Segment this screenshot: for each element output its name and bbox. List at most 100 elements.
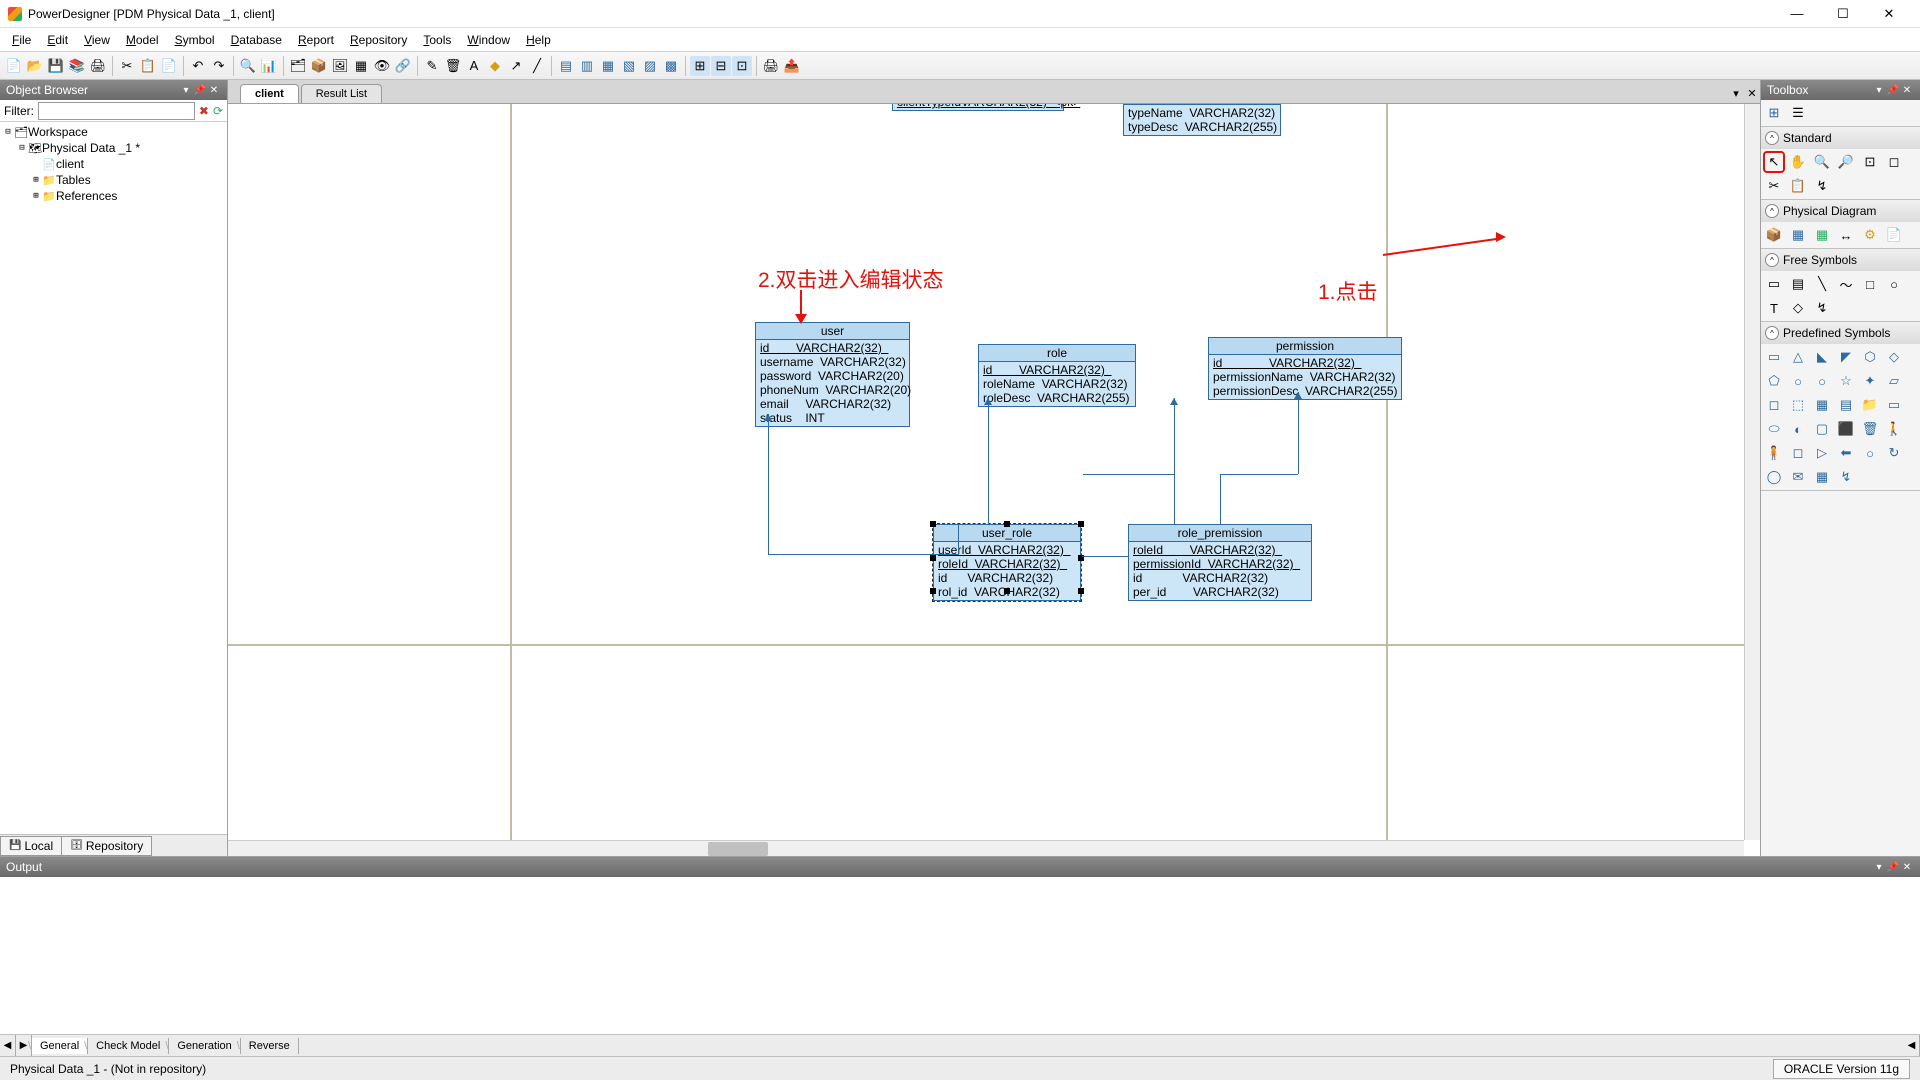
section-free[interactable]: ^Free Symbols: [1761, 249, 1920, 271]
entity-role_premission[interactable]: role_premissionroleId VARCHAR2(32) permi…: [1128, 524, 1312, 601]
polyline-tool-icon[interactable]: 〜: [1837, 275, 1855, 293]
saveall-icon[interactable]: 📚: [67, 56, 87, 76]
predef-shape-26[interactable]: ▷: [1813, 444, 1831, 462]
hand-tool-icon[interactable]: ✋: [1789, 153, 1807, 171]
tab-local[interactable]: 💾Local: [0, 836, 62, 856]
output-tab-general[interactable]: General: [32, 1038, 88, 1054]
layout1-icon[interactable]: ▤: [556, 56, 576, 76]
menu-file[interactable]: File: [4, 31, 39, 49]
list-icon[interactable]: ☰: [1789, 104, 1807, 122]
predef-shape-23[interactable]: 🚶: [1885, 420, 1903, 438]
line-tool-icon[interactable]: ╲: [1813, 275, 1831, 293]
pointer-tool-icon[interactable]: ↖: [1765, 153, 1783, 171]
save-icon[interactable]: 💾: [46, 56, 66, 76]
package-icon[interactable]: 📦: [309, 56, 329, 76]
export-icon[interactable]: 📤: [782, 56, 802, 76]
tree-references[interactable]: ⊞📁References: [2, 188, 225, 204]
predef-shape-19[interactable]: ◐: [1789, 420, 1807, 438]
win3-icon[interactable]: ⊡: [732, 56, 752, 76]
ref-icon[interactable]: 🔗: [393, 56, 413, 76]
zoom-in-icon[interactable]: 🔍: [1813, 153, 1831, 171]
predef-shape-31[interactable]: ✉: [1789, 468, 1807, 486]
tab-result-list[interactable]: Result List: [301, 84, 382, 103]
filter-clear-icon[interactable]: ✖: [199, 104, 209, 118]
panel-pin-icon[interactable]: 📌: [193, 85, 207, 96]
predef-shape-1[interactable]: △: [1789, 348, 1807, 366]
tab-close-icon[interactable]: ✕: [1744, 87, 1760, 103]
diagram-canvas[interactable]: clientTypeIdVARCHAR2(32) <pk> typeName V…: [228, 104, 1760, 856]
cut-icon[interactable]: ✂: [117, 56, 137, 76]
color-icon[interactable]: ◆: [485, 56, 505, 76]
predef-shape-7[interactable]: ○: [1789, 372, 1807, 390]
undo-icon[interactable]: ↶: [188, 56, 208, 76]
canvas-vscroll[interactable]: [1744, 104, 1760, 840]
polygon-tool-icon[interactable]: ◇: [1789, 299, 1807, 317]
win2-icon[interactable]: ⊟: [711, 56, 731, 76]
table-icon[interactable]: ▦: [351, 56, 371, 76]
delete-icon[interactable]: 🗑: [443, 56, 463, 76]
entity-user[interactable]: userid VARCHAR2(32) username VARCHAR2(32…: [755, 322, 910, 427]
view-icon[interactable]: 👁: [372, 56, 392, 76]
tree-workspace[interactable]: ⊟🗂Workspace: [2, 124, 225, 140]
canvas-hscroll[interactable]: [228, 840, 1744, 856]
tbx-close-icon[interactable]: ✕: [1900, 85, 1914, 96]
package-tool-icon[interactable]: 📦: [1765, 226, 1783, 244]
printp-icon[interactable]: 🖨: [761, 56, 781, 76]
menu-report[interactable]: Report: [290, 31, 342, 49]
predef-shape-5[interactable]: ◇: [1885, 348, 1903, 366]
model-icon[interactable]: 🗂: [288, 56, 308, 76]
rect-tool-icon[interactable]: ▭: [1765, 275, 1783, 293]
tab-repository[interactable]: 🗄Repository: [61, 836, 152, 856]
output-tab-gen[interactable]: Generation: [169, 1038, 240, 1054]
copy-icon[interactable]: 📋: [138, 56, 158, 76]
predef-shape-28[interactable]: ○: [1861, 444, 1879, 462]
text-icon[interactable]: A: [464, 56, 484, 76]
tab-client[interactable]: client: [240, 84, 299, 103]
note-tool-icon[interactable]: ▤: [1789, 275, 1807, 293]
menu-view[interactable]: View: [76, 31, 118, 49]
zoom-fit-icon[interactable]: ⊡: [1861, 153, 1879, 171]
arrow-icon[interactable]: ↗: [506, 56, 526, 76]
zoom-out-icon[interactable]: 🔎: [1837, 153, 1855, 171]
predef-shape-3[interactable]: ◤: [1837, 348, 1855, 366]
cut-tool-icon[interactable]: ✂: [1765, 177, 1783, 195]
predef-shape-14[interactable]: ▦: [1813, 396, 1831, 414]
predef-shape-32[interactable]: ▦: [1813, 468, 1831, 486]
tree-tables[interactable]: ⊞📁Tables: [2, 172, 225, 188]
redo-icon[interactable]: ↷: [209, 56, 229, 76]
paste-icon[interactable]: 📄: [159, 56, 179, 76]
menu-database[interactable]: Database: [223, 31, 290, 49]
predef-shape-22[interactable]: 🗑: [1861, 420, 1879, 438]
predef-shape-2[interactable]: ◣: [1813, 348, 1831, 366]
link-tool-icon[interactable]: ↯: [1813, 177, 1831, 195]
entity-permission[interactable]: permissionid VARCHAR2(32) permissionName…: [1208, 337, 1402, 400]
menu-symbol[interactable]: Symbol: [167, 31, 223, 49]
view-tool-icon[interactable]: ▦: [1813, 226, 1831, 244]
properties-icon[interactable]: 📊: [259, 56, 279, 76]
minimize-button[interactable]: —: [1774, 0, 1820, 28]
predef-shape-17[interactable]: ▭: [1885, 396, 1903, 414]
print-icon[interactable]: 🖨: [88, 56, 108, 76]
predef-shape-25[interactable]: ◻: [1789, 444, 1807, 462]
entity-typeEntity[interactable]: typeName VARCHAR2(32) typeDesc VARCHAR2(…: [1123, 104, 1281, 136]
new-icon[interactable]: 📄: [4, 56, 24, 76]
output-close-icon[interactable]: ✕: [1900, 862, 1914, 873]
output-nav-scroll[interactable]: ◀: [1904, 1035, 1920, 1056]
grid-icon[interactable]: ⊞: [1765, 104, 1783, 122]
predef-shape-20[interactable]: ▢: [1813, 420, 1831, 438]
predef-shape-6[interactable]: ⬠: [1765, 372, 1783, 390]
predef-shape-33[interactable]: ↯: [1837, 468, 1855, 486]
zoom-region-icon[interactable]: ◻: [1885, 153, 1903, 171]
ellipse-tool-icon[interactable]: ○: [1885, 275, 1903, 293]
box-tool-icon[interactable]: □: [1861, 275, 1879, 293]
object-tree[interactable]: ⊟🗂Workspace ⊟🗺Physical Data _1 * 📄client…: [0, 122, 227, 834]
table-tool-icon[interactable]: ▦: [1789, 226, 1807, 244]
predef-shape-18[interactable]: ⬭: [1765, 420, 1783, 438]
predef-shape-10[interactable]: ✦: [1861, 372, 1879, 390]
close-button[interactable]: ✕: [1866, 0, 1912, 28]
panel-close-icon[interactable]: ✕: [207, 85, 221, 96]
menu-window[interactable]: Window: [459, 31, 518, 49]
win1-icon[interactable]: ⊞: [690, 56, 710, 76]
paste-tool-icon[interactable]: 📋: [1789, 177, 1807, 195]
find-icon[interactable]: 🔍: [238, 56, 258, 76]
